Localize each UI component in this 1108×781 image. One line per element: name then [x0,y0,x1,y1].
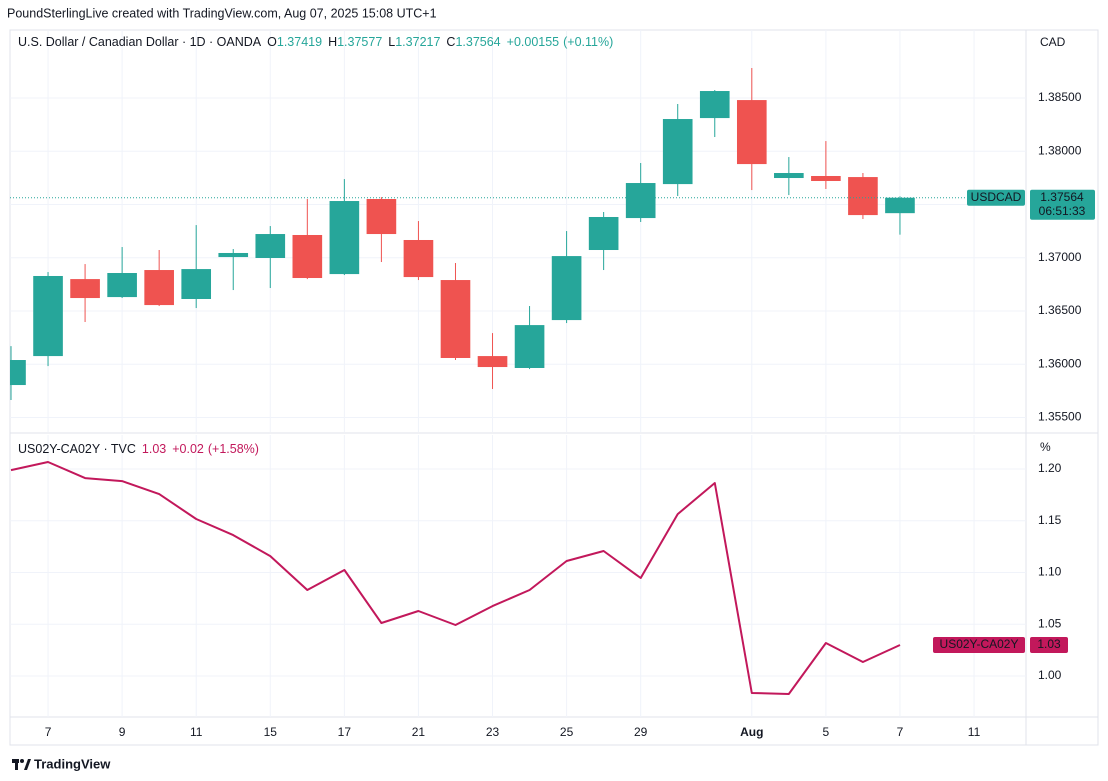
legend-change: +0.00155 [507,35,560,49]
value-tag: 1.03 [1037,637,1061,651]
x-tick-label: 21 [412,725,426,739]
series-tag-box [933,636,1025,653]
x-tick-label: 29 [634,725,648,739]
y-tick-label: 1.20 [1038,461,1062,475]
y-tick-label: 1.00 [1038,668,1062,682]
candle-body [144,270,174,306]
x-tick-label: 25 [560,725,574,739]
legend: U.S. Dollar / Canadian Dollar · 1D · OAN… [18,35,613,49]
candles [10,68,915,401]
x-tick-label: 7 [45,725,52,739]
candle-body [70,279,100,299]
candle-body [181,269,212,299]
tradingview-logo [12,759,31,770]
candle-body [107,273,137,298]
y-tick-label: 1.35500 [1038,410,1082,424]
legend-title: US02Y-CA02Y · TVC [18,442,136,456]
legend-change-pct: (+0.11%) [563,35,613,49]
candle-body [10,360,26,386]
candle-body [366,198,397,235]
candle-body [255,234,286,258]
countdown: 06:51:33 [1039,204,1086,218]
y-tick-label: 1.37000 [1038,250,1082,264]
ohlc-value: 1.37577 [337,35,382,49]
candle-body [218,252,249,258]
legend-title: U.S. Dollar / Canadian Dollar · 1D · OAN… [18,35,262,49]
y-tick-label: 1.05 [1038,616,1062,630]
y-tick-label: 1.36500 [1038,303,1082,317]
candle-body [736,100,767,165]
candle-body [848,177,878,216]
candle-body [440,280,471,358]
ohlc-label: H [328,35,337,49]
y-tick-label: 1.36000 [1038,356,1082,370]
ohlc-value: 1.37564 [455,35,500,49]
candle-body [811,175,841,182]
line [10,461,901,695]
series-tag: US02Y-CA02Y [940,637,1019,651]
pane-header: US02Y-CA02Y · TVC 1.03 +0.02 (+1.58%) [18,442,259,456]
axis-unit: CAD [1040,35,1066,49]
pane-header: U.S. Dollar / Canadian Dollar · 1D · OAN… [18,35,613,49]
candle-body [588,216,619,251]
footer-brand: TradingView [34,756,111,771]
x-tick-label: Aug [740,725,763,739]
price-tag: 1.37564 [1040,190,1084,204]
y-tick-label: 1.38500 [1038,90,1082,104]
ohlc-label: O [267,35,277,49]
candle-body [477,356,508,368]
ohlc-value: 1.37217 [395,35,440,49]
candle-body [625,183,656,219]
candle-body [662,119,693,185]
x-tick-label: 7 [897,725,904,739]
legend-change-pct: (+1.58%) [208,442,259,456]
x-tick-label: 15 [264,725,278,739]
candle-body [33,275,63,357]
value-tag-box [1030,636,1068,653]
axis-unit: % [1040,440,1051,454]
frame [9,29,1099,746]
candle-body [514,325,545,368]
x-tick-label: 9 [119,725,126,739]
series-tag: USDCAD [971,190,1022,204]
y-tick-label: 1.15 [1038,513,1062,527]
x-tick-label: 5 [823,725,830,739]
legend: US02Y-CA02Y · TVC 1.03 +0.02 (+1.58%) [18,442,259,456]
series-tag-box [967,189,1025,206]
attribution: PoundSterlingLive created with TradingVi… [7,6,437,20]
x-tick-label: 11 [190,725,203,739]
candle-body [551,256,582,321]
candle-body [403,239,434,278]
x-tick-label: 23 [486,725,500,739]
ohlc-label: L [388,35,395,49]
candle-body [885,197,915,214]
candle-body [774,173,804,179]
price-tag-box [1030,189,1095,220]
x-tick-label: 11 [968,725,981,739]
ohlc-label: C [446,35,455,49]
candle-body [292,234,323,279]
ohlc-value: 1.37419 [277,35,322,49]
y-tick-label: 1.10 [1038,565,1062,579]
candle-body [329,201,360,275]
candle-body [699,91,730,119]
y-tick-label: 1.38000 [1038,143,1082,157]
x-tick-label: 17 [338,725,352,739]
line-series [10,461,901,695]
legend-change: +0.02 [172,442,204,456]
legend-value: 1.03 [142,442,166,456]
